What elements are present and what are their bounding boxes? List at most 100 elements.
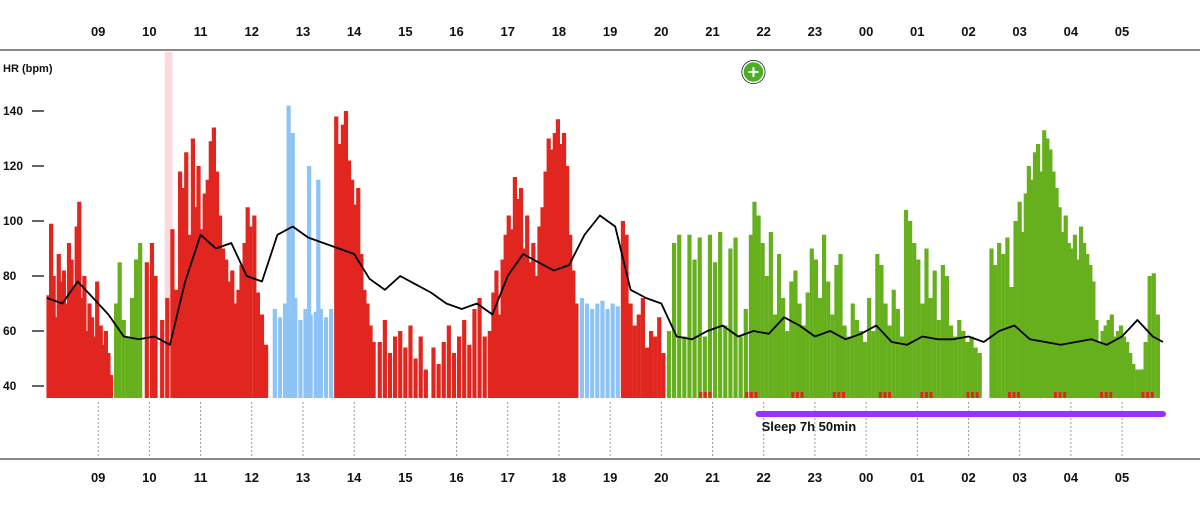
hr-bar bbox=[494, 270, 499, 398]
hr-bar bbox=[518, 188, 524, 398]
hr-bar bbox=[173, 289, 179, 398]
add-event-button[interactable] bbox=[741, 60, 766, 84]
hr-bar bbox=[768, 232, 773, 398]
hr-bar bbox=[108, 375, 114, 398]
hr-bar bbox=[144, 262, 149, 398]
hr-bar bbox=[1075, 259, 1081, 398]
hr-bar bbox=[1054, 188, 1059, 398]
hr-bar bbox=[371, 342, 376, 398]
hr-bar bbox=[359, 254, 364, 398]
hr-bar bbox=[1097, 342, 1102, 398]
hr-bar bbox=[313, 311, 318, 398]
bottom-hour-label: 20 bbox=[654, 470, 668, 485]
hr-bar bbox=[793, 270, 798, 398]
hr-bar bbox=[707, 234, 713, 398]
hr-bar bbox=[418, 336, 423, 398]
hr-bar bbox=[871, 331, 876, 398]
hr-bar bbox=[733, 237, 738, 398]
hr-bar bbox=[534, 276, 539, 398]
hr-bar bbox=[84, 331, 90, 398]
hr-bar bbox=[1128, 353, 1133, 398]
hr-bar bbox=[644, 347, 650, 398]
hr-bar bbox=[506, 215, 511, 398]
activity-bars bbox=[46, 105, 1160, 398]
hr-bar bbox=[178, 171, 183, 398]
hr-bar bbox=[457, 336, 462, 398]
hr-bar bbox=[628, 303, 633, 398]
hr-bar bbox=[600, 300, 605, 398]
baseline-marker bbox=[878, 392, 882, 398]
bottom-hour-label: 18 bbox=[552, 470, 566, 485]
hr-bar bbox=[661, 353, 666, 398]
hr-bar bbox=[491, 292, 496, 398]
hr-bar bbox=[92, 336, 97, 398]
baseline-marker bbox=[837, 392, 841, 398]
hr-bar bbox=[264, 344, 269, 398]
hr-bar bbox=[687, 234, 692, 398]
hr-bar bbox=[1131, 364, 1136, 398]
hr-bar bbox=[346, 160, 352, 398]
hr-bar bbox=[125, 336, 130, 398]
hr-bar bbox=[51, 276, 56, 398]
hr-bar bbox=[334, 116, 339, 398]
top-hour-label: 03 bbox=[1012, 24, 1026, 39]
bottom-hour-label: 12 bbox=[245, 470, 259, 485]
top-hour-axis: 09 10 11 12 13 14 15 16 17 18 19 20 21 22 23 00 01 02 03 04… bbox=[0, 24, 1200, 51]
hr-bar bbox=[822, 234, 827, 398]
heart-rate-polyline bbox=[46, 214, 1164, 346]
y-tick-label: 120 bbox=[3, 159, 23, 173]
hr-bar bbox=[653, 336, 658, 398]
hr-bar bbox=[286, 105, 291, 398]
baseline-marker bbox=[1104, 392, 1108, 398]
hr-bar bbox=[924, 248, 929, 398]
hr-bar bbox=[525, 215, 530, 398]
hr-bar bbox=[239, 265, 244, 398]
hr-bar bbox=[718, 232, 723, 398]
heart-rate-line bbox=[46, 214, 1164, 346]
hr-bar bbox=[895, 309, 900, 398]
top-hour-label: 01 bbox=[910, 24, 924, 39]
hr-bar bbox=[403, 347, 408, 398]
top-hour-label: 22 bbox=[756, 24, 770, 39]
hr-bar bbox=[1035, 144, 1041, 398]
hr-bar bbox=[441, 342, 446, 398]
hr-bar bbox=[56, 254, 61, 398]
hr-bar bbox=[436, 364, 441, 398]
hr-bar bbox=[482, 336, 487, 398]
hr-bar bbox=[1143, 342, 1148, 398]
top-hour-label: 18 bbox=[552, 24, 566, 39]
hr-bar bbox=[1082, 243, 1087, 398]
hr-bar bbox=[282, 303, 288, 398]
hr-bar bbox=[503, 234, 508, 398]
hr-bar bbox=[801, 325, 806, 398]
sleep-duration-label: Sleep 7h 50min bbox=[762, 419, 857, 434]
hr-bar bbox=[272, 309, 277, 398]
hr-bar bbox=[1069, 248, 1074, 398]
hr-bar bbox=[756, 215, 761, 398]
hr-bar bbox=[353, 204, 358, 398]
hr-bar bbox=[965, 342, 970, 398]
hr-bar bbox=[615, 306, 620, 398]
hr-bar bbox=[217, 215, 223, 398]
hr-bar bbox=[95, 281, 100, 398]
hr-bar bbox=[543, 171, 548, 398]
baseline-marker bbox=[929, 392, 933, 398]
hr-bar bbox=[640, 298, 645, 398]
hr-bar bbox=[413, 358, 418, 398]
hr-bar bbox=[307, 166, 312, 398]
hr-bar bbox=[196, 166, 201, 398]
hr-bar bbox=[565, 166, 570, 398]
hr-bar bbox=[1147, 276, 1152, 398]
hr-bar bbox=[772, 314, 778, 398]
hr-bar bbox=[752, 201, 757, 398]
hr-bar bbox=[1042, 130, 1047, 398]
hr-bar bbox=[245, 207, 250, 398]
hr-bar bbox=[657, 317, 662, 398]
hr-bar bbox=[743, 309, 748, 398]
bottom-hour-label: 22 bbox=[756, 470, 770, 485]
highlight-band-rect bbox=[164, 52, 173, 398]
top-hour-label: 13 bbox=[296, 24, 310, 39]
hr-bar bbox=[813, 259, 819, 398]
hr-bar bbox=[805, 292, 810, 398]
hr-bar bbox=[728, 248, 733, 398]
